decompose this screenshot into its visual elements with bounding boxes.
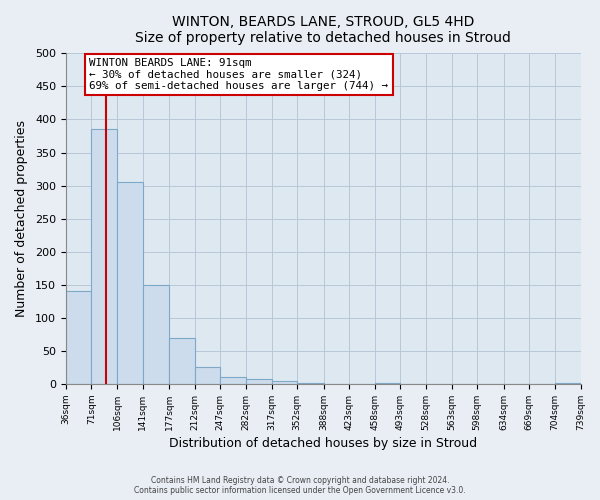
Bar — [143, 285, 169, 384]
Bar — [66, 292, 91, 384]
Bar — [272, 380, 297, 384]
X-axis label: Distribution of detached houses by size in Stroud: Distribution of detached houses by size … — [169, 437, 477, 450]
Bar — [555, 382, 581, 384]
Bar — [117, 182, 143, 384]
Y-axis label: Number of detached properties: Number of detached properties — [15, 120, 28, 317]
Text: Contains HM Land Registry data © Crown copyright and database right 2024.
Contai: Contains HM Land Registry data © Crown c… — [134, 476, 466, 495]
Bar — [194, 368, 220, 384]
Bar — [91, 130, 117, 384]
Title: WINTON, BEARDS LANE, STROUD, GL5 4HD
Size of property relative to detached house: WINTON, BEARDS LANE, STROUD, GL5 4HD Siz… — [135, 15, 511, 45]
Bar — [246, 378, 272, 384]
Bar — [220, 378, 246, 384]
Text: WINTON BEARDS LANE: 91sqm
← 30% of detached houses are smaller (324)
69% of semi: WINTON BEARDS LANE: 91sqm ← 30% of detac… — [89, 58, 388, 91]
Bar — [169, 338, 194, 384]
